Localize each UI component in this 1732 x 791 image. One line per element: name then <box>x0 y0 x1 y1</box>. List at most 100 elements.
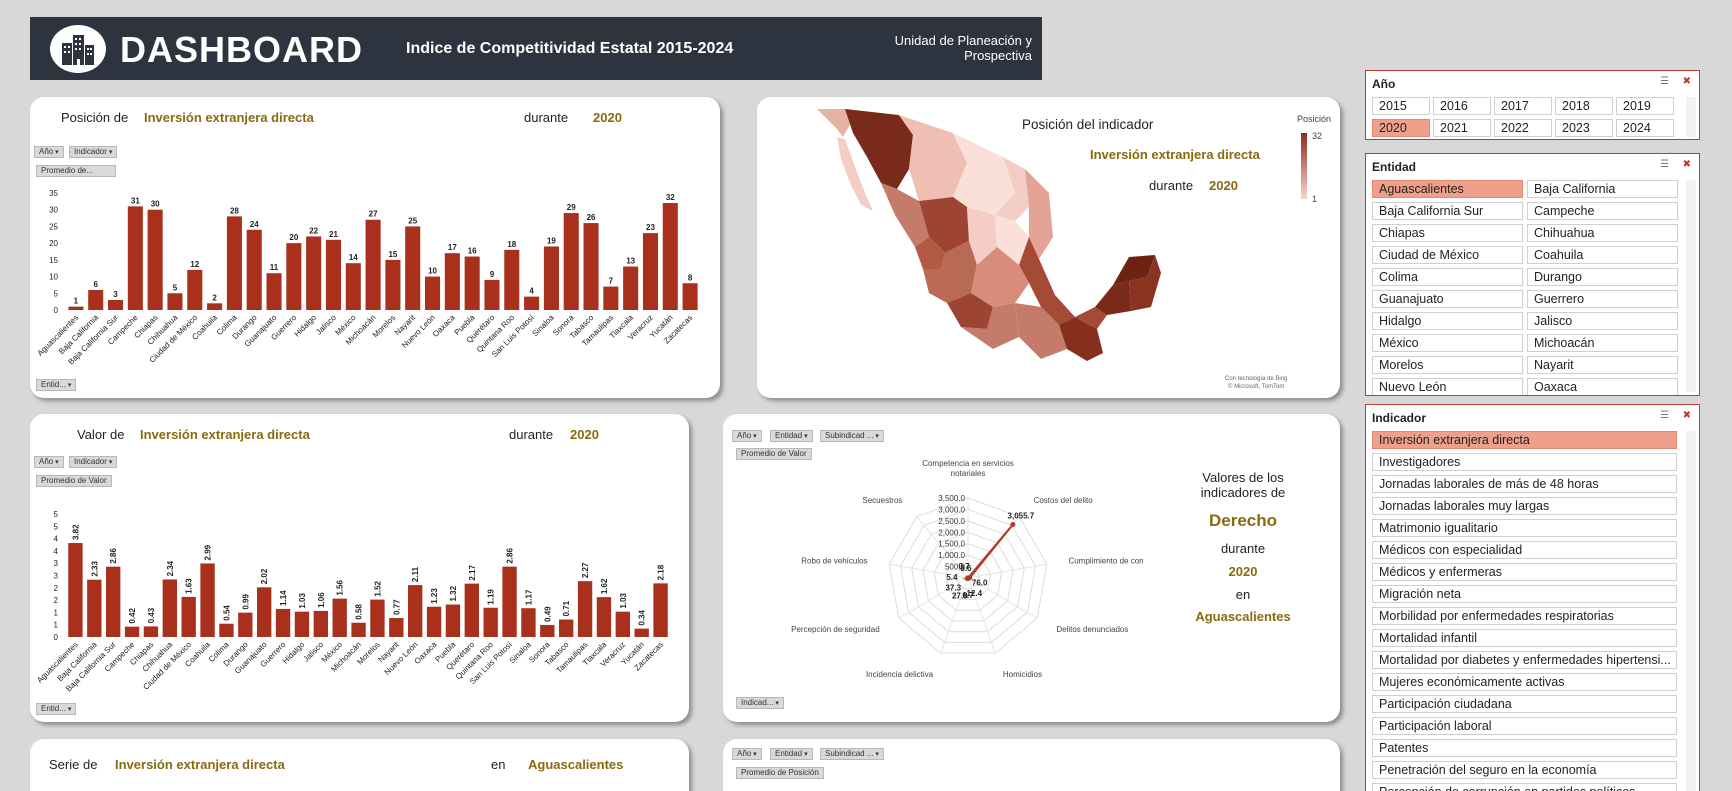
entity-filter-button[interactable]: Entidad <box>770 430 813 442</box>
map-region-guerrero <box>961 303 1019 349</box>
year-slicer-item[interactable]: 2017 <box>1494 97 1552 115</box>
year-slicer-item[interactable]: 2015 <box>1372 97 1430 115</box>
entity-filter-button[interactable]: Entid... <box>36 703 77 715</box>
year-slicer-item[interactable]: 2016 <box>1433 97 1491 115</box>
indicator-slicer-item[interactable]: Participación ciudadana <box>1372 695 1677 713</box>
legend-max: 32 <box>1312 131 1323 141</box>
entity-slicer-item[interactable]: Chihuahua <box>1527 224 1678 242</box>
radar-axis-label: Percepción de seguridad <box>791 625 880 634</box>
bar <box>313 610 328 637</box>
bar <box>370 599 385 637</box>
entity-slicer-item[interactable]: México <box>1372 334 1523 352</box>
bar <box>238 612 253 637</box>
indicator-slicer-item[interactable]: Penetración del seguro en la economía <box>1372 761 1677 779</box>
clear-filter-icon[interactable]: ✖ <box>1682 76 1691 87</box>
year-filter-button[interactable]: Año <box>34 146 64 158</box>
indicator-slicer-item[interactable]: Inversión extranjera directa <box>1372 431 1677 449</box>
indicator-filter-button[interactable]: Indicad... <box>736 697 784 709</box>
entity-slicer-item[interactable]: Baja California <box>1527 180 1678 198</box>
entity-slicer-item[interactable]: Campeche <box>1527 202 1678 220</box>
clear-filter-icon[interactable]: ✖ <box>1682 159 1691 170</box>
building-icon <box>50 25 106 73</box>
subindex-filter-button[interactable]: Subindicad ... <box>820 430 884 442</box>
entity-slicer-item[interactable]: Guerrero <box>1527 290 1678 308</box>
year-slicer-item[interactable]: 2022 <box>1494 119 1552 137</box>
indicator-slicer-item[interactable]: Mujeres económicamente activas <box>1372 673 1677 691</box>
map-region-sonora <box>845 109 913 189</box>
entity-slicer-item[interactable]: Durango <box>1527 268 1678 286</box>
multi-select-icon[interactable]: ☰ <box>1660 159 1669 170</box>
indicator-slicer-item[interactable]: Migración neta <box>1372 585 1677 603</box>
indicator-slicer-item[interactable]: Jornadas laborales de más de 48 horas <box>1372 475 1677 493</box>
entity-slicer-item[interactable]: Guanajuato <box>1372 290 1523 308</box>
year-filter-button[interactable]: Año <box>732 748 762 760</box>
indicator-slicer-item[interactable]: Percepción de corrupción en partidos pol… <box>1372 783 1677 791</box>
entity-slicer-scrollbar[interactable] <box>1686 180 1696 392</box>
clear-filter-icon[interactable]: ✖ <box>1682 410 1691 421</box>
entity-filter-button[interactable]: Entid... <box>36 379 77 391</box>
radar-tick-label: 3,000.0 <box>938 505 965 514</box>
indicator-slicer-item[interactable]: Morbilidad por enfermedades respiratoria… <box>1372 607 1677 625</box>
year-slicer-item[interactable]: 2021 <box>1433 119 1491 137</box>
entity-slicer-item[interactable]: Aguascalientes <box>1372 180 1523 198</box>
year-slicer-item[interactable]: 2024 <box>1616 119 1674 137</box>
bar <box>583 223 599 310</box>
entity-slicer-item[interactable]: Ciudad de México <box>1372 246 1523 264</box>
y-tick-label: 5 <box>54 510 59 519</box>
entity-slicer-item[interactable]: Oaxaca <box>1527 378 1678 395</box>
value-field-button[interactable]: Promedio de Valor <box>36 475 112 487</box>
year-filter-button[interactable]: Año <box>732 430 762 442</box>
indicator-slicer-item[interactable]: Participación laboral <box>1372 717 1677 735</box>
data-label: 5 <box>173 283 178 292</box>
map-credit: Con tecnología de Bing <box>1225 376 1288 382</box>
year-filter-button[interactable]: Año <box>34 456 64 468</box>
indicator-slicer-item[interactable]: Matrimonio igualitario <box>1372 519 1677 537</box>
year-slicer-item[interactable]: 2020 <box>1372 119 1430 137</box>
subindex-filter-button[interactable]: Subindicad ... <box>820 748 884 760</box>
radar-value-label: 76.0 <box>972 579 988 588</box>
radar-axis-label: Homicidios <box>1003 670 1042 679</box>
year-slicer-item[interactable]: 2018 <box>1555 97 1613 115</box>
year-slicer-item[interactable]: 2023 <box>1555 119 1613 137</box>
entity-slicer-item[interactable]: Michoacán <box>1527 334 1678 352</box>
entity-slicer-item[interactable]: Jalisco <box>1527 312 1678 330</box>
bar <box>426 606 442 637</box>
multi-select-icon[interactable]: ☰ <box>1660 410 1669 421</box>
radar-spoke <box>916 516 969 579</box>
entity-slicer-item[interactable]: Chiapas <box>1372 224 1523 242</box>
indicator-slicer-item[interactable]: Jornadas laborales muy largas <box>1372 497 1677 515</box>
entity-slicer-item[interactable]: Morelos <box>1372 356 1523 374</box>
indicator-slicer-scrollbar[interactable] <box>1686 431 1696 791</box>
indicator-slicer-item[interactable]: Médicos y enfermeras <box>1372 563 1677 581</box>
indicator-filter-button[interactable]: Indicador <box>69 456 118 468</box>
entity-slicer-item[interactable]: Colima <box>1372 268 1523 286</box>
indicator-slicer-item[interactable]: Mortalidad por diabetes y enfermedades h… <box>1372 651 1677 669</box>
radar-value-label: 37.3 <box>945 583 961 592</box>
value-field-button[interactable]: Promedio de... <box>36 165 116 177</box>
indicator-slicer-item[interactable]: Médicos con especialidad <box>1372 541 1677 559</box>
entity-slicer-item[interactable]: Baja California Sur <box>1372 202 1523 220</box>
indicator-slicer-item[interactable]: Patentes <box>1372 739 1677 757</box>
entity-filter-button[interactable]: Entidad <box>770 748 813 760</box>
map-region-zacatecas <box>967 207 997 265</box>
entity-slicer-item[interactable]: Nuevo León <box>1372 378 1523 395</box>
data-label: 0.42 <box>128 608 137 624</box>
multi-select-icon[interactable]: ☰ <box>1660 76 1669 87</box>
radar-spoke <box>889 563 969 579</box>
value-field-button[interactable]: Promedio de Posición <box>736 767 824 779</box>
radar-in: en <box>1235 587 1251 602</box>
value-field-button[interactable]: Promedio de Valor <box>736 448 812 460</box>
year-slicer-scrollbar[interactable] <box>1686 97 1696 137</box>
year-slicer-item[interactable]: 2019 <box>1616 97 1674 115</box>
data-label: 20 <box>289 233 298 242</box>
radar-point <box>965 575 971 581</box>
indicator-slicer-item[interactable]: Mortalidad infantil <box>1372 629 1677 647</box>
bar <box>504 249 520 310</box>
indicator-filter-button[interactable]: Indicador <box>69 146 118 158</box>
entity-slicer-item[interactable]: Hidalgo <box>1372 312 1523 330</box>
entity-slicer-item[interactable]: Coahuila <box>1527 246 1678 264</box>
indicator-slicer-item[interactable]: Investigadores <box>1372 453 1677 471</box>
radar-grid-ring <box>956 566 980 590</box>
entity-slicer-item[interactable]: Nayarit <box>1527 356 1678 374</box>
map-region-yucatan <box>1113 255 1155 285</box>
